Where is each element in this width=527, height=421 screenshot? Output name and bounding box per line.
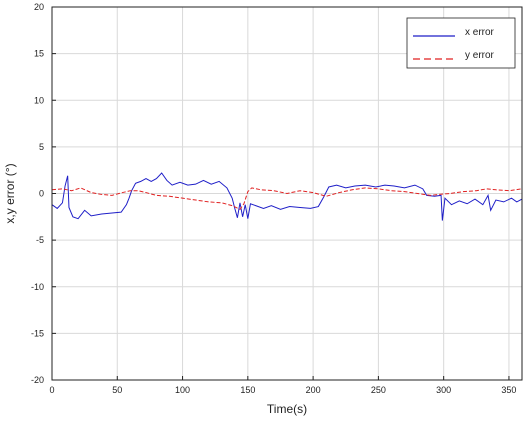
series-layer: [51, 172, 523, 221]
y-tick-label: -15: [31, 328, 44, 338]
x-tick-label: 350: [501, 385, 516, 395]
y-axis-label: x,y error (°): [3, 163, 17, 223]
x-tick-label: 250: [371, 385, 386, 395]
x-tick-label: 150: [240, 385, 255, 395]
legend: x error y error: [406, 17, 516, 69]
y-tick-label: -20: [31, 375, 44, 385]
y-tick-label: -10: [31, 282, 44, 292]
y-tick-label: 5: [39, 142, 44, 152]
y-tick-label: 0: [39, 189, 44, 199]
x-tick-label: 300: [436, 385, 451, 395]
y-tick-label: 10: [34, 95, 44, 105]
x-tick-label: 0: [49, 385, 54, 395]
y-tick-label: -5: [36, 235, 44, 245]
series-line-x-error: [51, 172, 523, 221]
y-tick-label: 15: [34, 49, 44, 59]
legend-entry-y-error: y error: [465, 50, 495, 61]
x-axis-label: Time(s): [267, 402, 307, 416]
x-tick-label: 200: [306, 385, 321, 395]
y-tick-label: 20: [34, 2, 44, 12]
series-line-y-error: [51, 187, 523, 210]
legend-box: [406, 17, 516, 69]
x-tick-label: 50: [112, 385, 122, 395]
tick-labels: 0 50 100 150 200 250 300 350 -20 -15 -10 -5 0 5 10 15 20: [31, 2, 516, 395]
legend-entry-x-error: x error: [465, 27, 495, 38]
x-tick-label: 100: [175, 385, 190, 395]
